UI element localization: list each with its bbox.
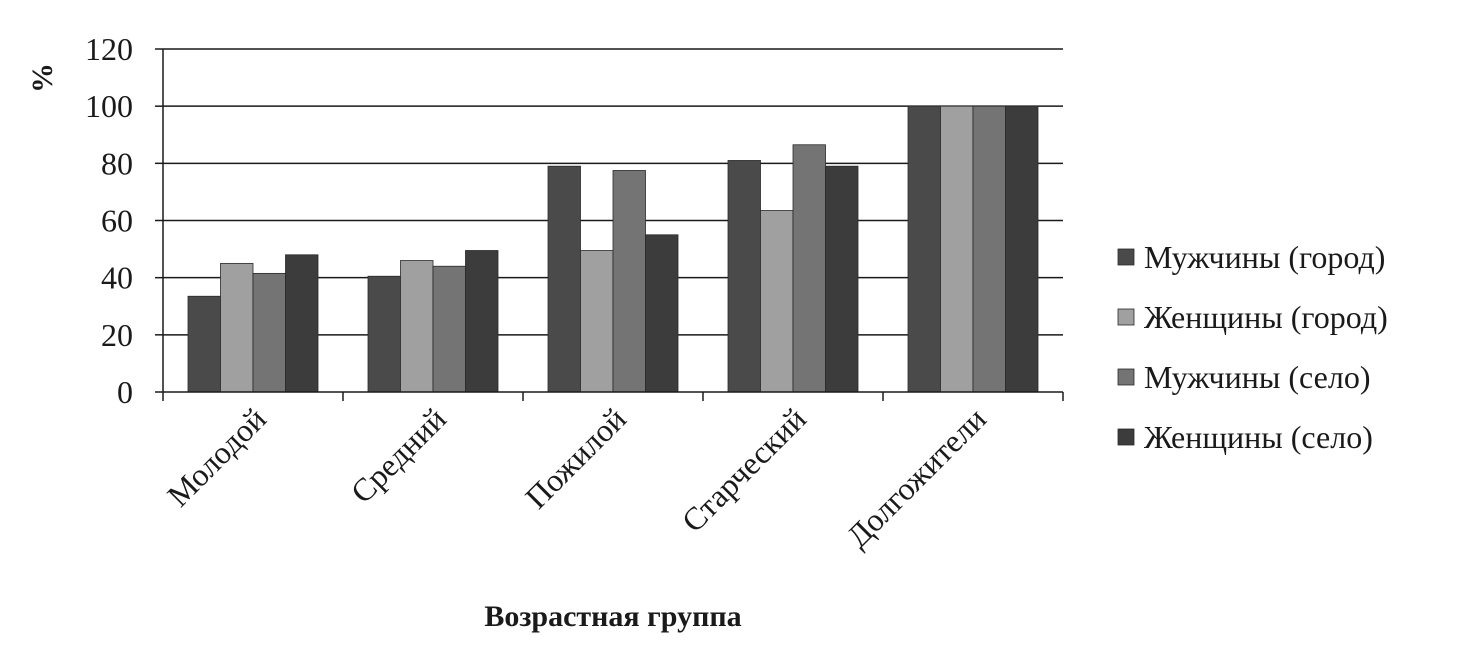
bar xyxy=(367,275,401,393)
bar xyxy=(907,105,941,393)
legend-label: Мужчины (город) xyxy=(1144,239,1385,275)
bar xyxy=(1005,105,1039,393)
y-tick-label: 120 xyxy=(85,31,133,67)
legend-label: Женщины (город) xyxy=(1144,299,1388,335)
x-category-label: Пожилой xyxy=(518,400,633,515)
x-axis-label: Возрастная группа xyxy=(484,600,741,633)
bar xyxy=(547,165,581,393)
bar xyxy=(645,234,679,393)
bar xyxy=(940,105,974,393)
bar xyxy=(285,254,319,393)
y-tick-label: 100 xyxy=(85,88,133,124)
y-tick-label: 0 xyxy=(117,374,133,410)
legend: Мужчины (город) Женщины (город) Мужчины (с… xyxy=(1117,239,1388,455)
bars xyxy=(187,105,1039,393)
bar xyxy=(465,250,499,393)
bar xyxy=(252,272,286,393)
legend-swatch xyxy=(1117,308,1135,326)
bar xyxy=(400,260,434,393)
x-category-label: Долгожители xyxy=(839,400,993,554)
bar xyxy=(612,170,646,393)
bar xyxy=(760,210,794,393)
y-tick-label: 40 xyxy=(101,260,133,296)
legend-label: Мужчины (село) xyxy=(1144,359,1370,395)
bar xyxy=(220,262,254,393)
bar xyxy=(792,144,826,393)
x-category-label: Старческий xyxy=(675,400,813,538)
y-tick-label: 20 xyxy=(101,317,133,353)
x-category-label: Средний xyxy=(344,400,453,509)
legend-swatch xyxy=(1117,368,1135,386)
axes xyxy=(162,49,1064,401)
bar xyxy=(972,105,1006,393)
bar xyxy=(727,160,761,393)
bar xyxy=(580,250,614,393)
y-tick-labels: 0 20 40 60 80 100 120 xyxy=(85,31,133,410)
y-axis-label: % xyxy=(26,63,59,93)
bar xyxy=(187,295,221,393)
legend-swatch xyxy=(1117,428,1135,446)
y-tick-label: 80 xyxy=(101,145,133,181)
x-category-labels: Молодой Средний Пожилой Старческий Долгожите… xyxy=(160,400,993,554)
legend-swatch xyxy=(1117,248,1135,266)
y-tick-label: 60 xyxy=(101,203,133,239)
bar xyxy=(432,265,466,393)
legend-label: Женщины (село) xyxy=(1144,419,1373,455)
bar xyxy=(825,165,859,393)
x-category-label: Молодой xyxy=(160,400,273,513)
